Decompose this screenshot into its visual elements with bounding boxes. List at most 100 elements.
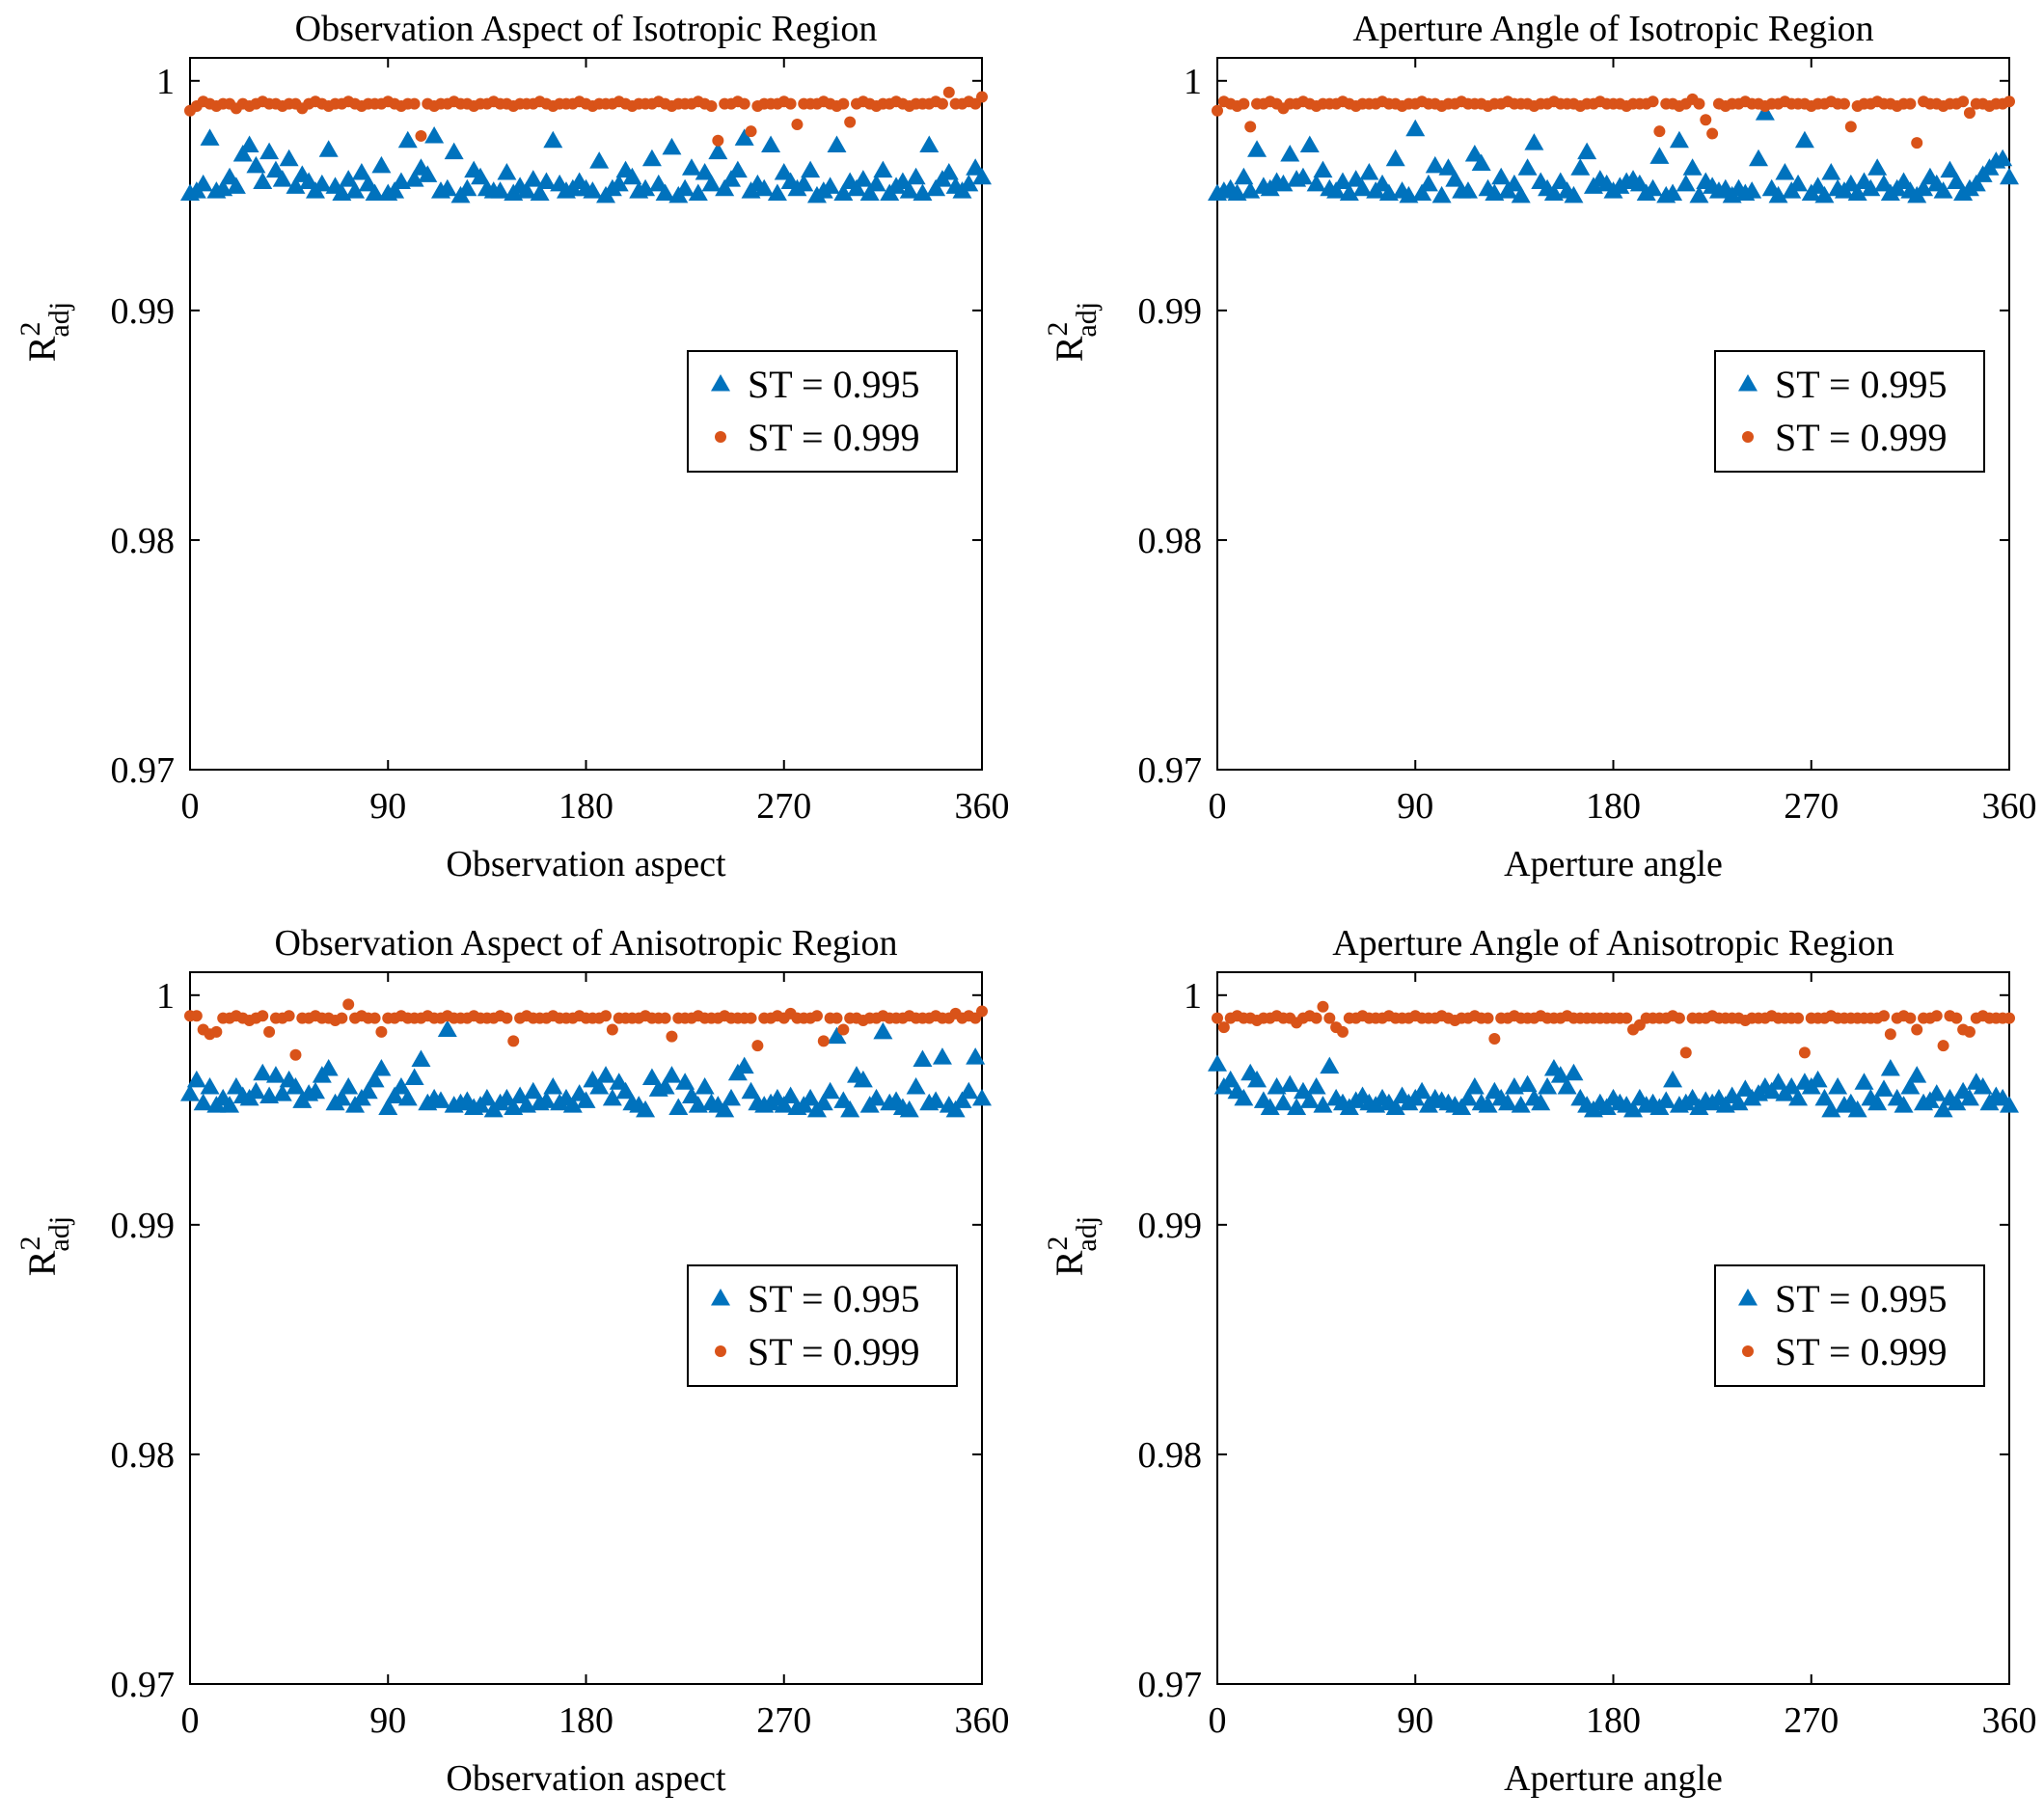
data-point-triangle <box>780 1086 801 1104</box>
data-point-triangle <box>1742 181 1762 199</box>
data-point-triangle <box>1234 167 1254 185</box>
data-point-circle <box>1878 1010 1891 1022</box>
data-point-triangle <box>1359 163 1379 180</box>
data-point-triangle <box>636 1100 656 1118</box>
data-point-circle <box>1317 1000 1329 1013</box>
data-point-triangle <box>1656 1091 1676 1108</box>
data-point-triangle <box>945 1100 966 1118</box>
data-point-triangle <box>576 1091 596 1108</box>
data-point-triangle <box>609 174 629 192</box>
data-point-triangle <box>1749 149 1769 167</box>
data-point-triangle <box>318 140 339 157</box>
data-point-circle <box>1706 127 1719 140</box>
data-point-triangle <box>866 174 886 192</box>
legend-triangle-icon <box>1738 1289 1758 1306</box>
data-point-triangle <box>1880 1058 1900 1076</box>
series-st-0995 <box>180 1019 992 1118</box>
data-point-triangle <box>2000 1096 2019 1113</box>
data-point-triangle <box>437 178 457 197</box>
x-tick-label: 90 <box>1397 786 1433 827</box>
data-point-circle <box>1844 121 1857 133</box>
y-tick-label: 0.98 <box>1138 1435 1203 1476</box>
data-point-circle <box>415 129 427 142</box>
data-point-triangle <box>966 1047 986 1065</box>
data-point-triangle <box>774 1096 794 1113</box>
data-point-triangle <box>583 181 603 199</box>
data-point-triangle <box>1412 183 1432 201</box>
data-point-triangle <box>430 1091 450 1108</box>
data-point-triangle <box>200 128 220 146</box>
data-point-circle <box>1488 1033 1501 1046</box>
data-point-triangle <box>1352 178 1373 197</box>
data-point-triangle <box>1814 1088 1835 1106</box>
data-point-circle <box>1937 1040 1949 1052</box>
series-st-0995 <box>1208 1054 2019 1118</box>
data-point-triangle <box>873 160 893 178</box>
data-point-circle <box>745 1012 757 1024</box>
data-point-triangle <box>1306 174 1326 192</box>
data-point-triangle <box>1517 1074 1538 1093</box>
data-point-circle <box>1930 1010 1943 1022</box>
data-point-circle <box>831 1012 843 1024</box>
data-point-triangle <box>1431 185 1452 204</box>
data-point-triangle <box>1313 1096 1333 1113</box>
y-tick-label: 0.97 <box>111 1665 176 1705</box>
data-point-circle <box>1244 121 1257 133</box>
data-point-triangle <box>286 177 306 194</box>
data-point-triangle <box>1947 1093 1967 1111</box>
data-point-triangle <box>239 135 259 152</box>
y-tick-label: 1 <box>1184 62 1202 102</box>
data-point-triangle <box>754 178 775 197</box>
data-point-triangle <box>312 174 332 192</box>
legend-label: ST = 0.999 <box>1775 416 1948 459</box>
y-tick-label: 0.99 <box>1138 291 1203 332</box>
data-point-triangle <box>246 155 266 174</box>
data-point-triangle <box>497 163 517 180</box>
data-point-circle <box>942 86 955 98</box>
data-point-triangle <box>1933 1100 1953 1118</box>
data-point-circle <box>810 1010 823 1022</box>
x-tick-label: 360 <box>1982 786 2037 827</box>
data-point-circle <box>1904 1012 1917 1024</box>
legend-label: ST = 0.995 <box>1775 363 1948 406</box>
data-point-triangle <box>1959 1088 1979 1106</box>
data-point-triangle <box>1689 185 1709 204</box>
data-point-circle <box>507 1035 520 1047</box>
data-point-circle <box>751 1040 764 1052</box>
data-point-triangle <box>378 1098 398 1115</box>
data-point-triangle <box>365 183 385 201</box>
y-axis-label-sup: 2 <box>14 1236 46 1251</box>
data-point-circle <box>1238 97 1250 110</box>
y-axis-label-sup: 2 <box>14 322 46 337</box>
data-point-triangle <box>641 149 662 167</box>
data-point-triangle <box>681 158 701 176</box>
data-point-triangle <box>543 130 563 149</box>
series-st-0999 <box>184 998 988 1061</box>
data-point-triangle <box>1794 130 1814 149</box>
legend: ST = 0.995 ST = 0.999 <box>687 350 958 473</box>
data-point-triangle <box>1458 181 1478 199</box>
x-tick-label: 90 <box>369 786 406 827</box>
data-point-triangle <box>708 142 728 160</box>
data-point-circle <box>659 1012 671 1024</box>
data-point-circle <box>1323 1012 1336 1024</box>
series-st-0995 <box>1208 103 2019 204</box>
data-point-triangle <box>1491 167 1512 185</box>
data-point-triangle <box>1564 1063 1584 1081</box>
data-point-circle <box>1838 97 1850 110</box>
data-point-triangle <box>1385 149 1405 167</box>
data-point-triangle <box>259 142 280 160</box>
data-point-circle <box>1673 1012 1685 1024</box>
data-point-triangle <box>1669 130 1689 149</box>
data-point-triangle <box>411 1049 431 1067</box>
data-point-triangle <box>675 1073 695 1090</box>
data-point-triangle <box>1287 1098 1307 1115</box>
data-point-triangle <box>193 174 213 192</box>
data-point-circle <box>844 116 857 128</box>
y-tick-label: 0.98 <box>111 521 176 561</box>
data-point-triangle <box>1973 1077 1993 1095</box>
data-point-triangle <box>1947 172 1967 190</box>
data-point-circle <box>190 1010 203 1022</box>
data-point-triangle <box>385 1086 405 1104</box>
data-point-circle <box>1792 1012 1805 1024</box>
